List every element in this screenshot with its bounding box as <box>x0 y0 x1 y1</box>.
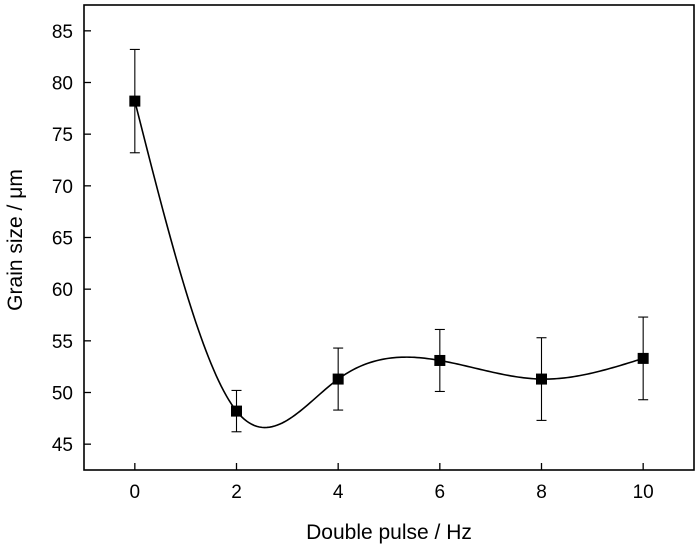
x-tick-label: 8 <box>536 482 547 503</box>
x-tick-label: 6 <box>435 482 446 503</box>
y-tick-label: 45 <box>52 435 73 456</box>
x-axis-ticks: 0 2 4 6 8 10 <box>130 463 654 503</box>
y-tick-label: 65 <box>52 229 73 250</box>
y-tick-label: 85 <box>52 22 73 43</box>
x-tick-label: 0 <box>130 482 141 503</box>
x-tick-label: 4 <box>333 482 344 503</box>
y-tick-label: 80 <box>52 74 73 95</box>
x-tick-label: 10 <box>633 482 654 503</box>
data-point <box>637 352 649 364</box>
data-point <box>434 354 446 366</box>
plot-frame <box>83 4 695 471</box>
fit-curve <box>134 100 644 429</box>
y-tick-label: 55 <box>52 332 73 353</box>
data-markers <box>129 95 649 417</box>
y-axis-label: Grain size / μm <box>4 169 27 311</box>
error-bars <box>129 48 649 433</box>
data-point <box>129 95 141 107</box>
x-axis-label: Double pulse / Hz <box>306 521 472 544</box>
y-tick-label: 50 <box>52 384 73 405</box>
data-point <box>231 405 242 417</box>
y-tick-label: 75 <box>52 125 73 146</box>
y-axis-ticks: 45 50 55 60 65 70 75 80 85 <box>52 22 91 456</box>
y-tick-label: 60 <box>52 280 73 301</box>
data-point <box>536 373 547 385</box>
data-point <box>332 373 344 385</box>
x-tick-label: 2 <box>231 482 242 503</box>
y-tick-label: 70 <box>52 177 73 198</box>
